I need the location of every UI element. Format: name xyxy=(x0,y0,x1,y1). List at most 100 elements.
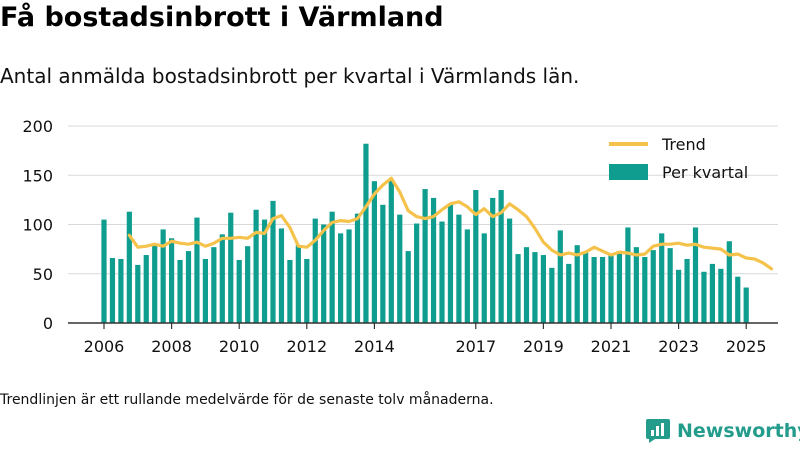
bar xyxy=(507,218,513,323)
chart: 0 50 100 150 200 2006 2008 2010 2012 2014 2017 201… xyxy=(22,117,778,356)
bar xyxy=(380,204,386,323)
bar xyxy=(118,258,124,323)
bar xyxy=(701,271,707,323)
bar xyxy=(422,189,428,323)
bar xyxy=(101,219,107,323)
bar xyxy=(245,246,251,323)
bar xyxy=(152,244,158,323)
bar xyxy=(523,247,530,323)
bar xyxy=(667,248,673,323)
bar xyxy=(295,245,301,323)
bar xyxy=(177,259,183,323)
bar xyxy=(329,211,335,323)
bar xyxy=(659,233,665,323)
x-tick-label: 2023 xyxy=(658,337,699,356)
bar xyxy=(498,190,504,323)
legend-bar-label: Per kvartal xyxy=(662,163,748,182)
bar xyxy=(439,221,445,323)
bar xyxy=(278,228,285,323)
bar xyxy=(211,247,217,323)
bar xyxy=(388,179,394,323)
bar xyxy=(405,251,411,323)
bar xyxy=(321,224,327,323)
bar xyxy=(456,214,462,323)
bar xyxy=(346,229,352,323)
bar xyxy=(447,204,454,323)
bar xyxy=(574,245,580,323)
bar xyxy=(490,197,496,323)
bar xyxy=(515,254,521,323)
bar xyxy=(363,143,369,323)
legend: Trend Per kvartal xyxy=(609,135,748,182)
bar xyxy=(676,269,682,323)
bar xyxy=(194,217,200,323)
bar xyxy=(397,214,403,323)
x-tick-label: 2025 xyxy=(726,337,767,356)
chart-title: Få bostadsinbrott i Värmland xyxy=(0,2,444,33)
bar xyxy=(253,209,259,323)
bar xyxy=(135,264,141,323)
bar xyxy=(532,252,538,323)
bar xyxy=(304,258,310,323)
x-tick-label: 2021 xyxy=(591,337,632,356)
trend-line xyxy=(127,176,774,271)
x-tick-label: 2006 xyxy=(84,337,125,356)
bar xyxy=(566,263,572,323)
chart-subtitle: Antal anmälda bostadsinbrott per kvartal… xyxy=(0,64,580,88)
bar xyxy=(354,213,361,323)
bar xyxy=(709,263,715,323)
x-tick-label: 2014 xyxy=(354,337,395,356)
bar xyxy=(202,258,208,323)
bar xyxy=(464,229,470,323)
trend-line-group xyxy=(127,176,774,271)
bar xyxy=(557,230,563,323)
y-tick-label: 100 xyxy=(22,216,53,235)
legend-trend-label: Trend xyxy=(661,135,706,154)
legend-bar-swatch xyxy=(609,164,648,180)
bar xyxy=(692,227,699,323)
bar xyxy=(608,255,614,323)
x-axis: 2006 2008 2010 2012 2014 2017 2019 2021 2023 2025 xyxy=(68,322,778,356)
bar xyxy=(371,181,377,323)
bar xyxy=(583,252,589,323)
bar xyxy=(591,257,597,323)
y-tick-label: 200 xyxy=(22,117,53,136)
bar xyxy=(287,259,293,323)
bar xyxy=(735,276,741,323)
x-tick-label: 2010 xyxy=(219,337,260,356)
bar xyxy=(642,257,648,323)
x-tick-label: 2012 xyxy=(286,337,327,356)
bar xyxy=(540,255,546,323)
y-tick-label: 0 xyxy=(43,314,53,333)
bar xyxy=(126,211,132,323)
bar xyxy=(228,212,234,323)
x-tick-label: 2019 xyxy=(523,337,564,356)
bar xyxy=(236,259,242,323)
bar xyxy=(143,255,149,323)
bar xyxy=(473,190,479,323)
bar xyxy=(219,234,225,323)
brand-logo: Newsworthy xyxy=(645,418,800,444)
x-tick-label: 2008 xyxy=(151,337,192,356)
bar xyxy=(743,287,749,323)
bars xyxy=(101,143,749,323)
bar xyxy=(169,238,175,323)
y-tick-label: 150 xyxy=(22,166,53,185)
y-tick-label: 50 xyxy=(33,265,53,284)
footnote: Trendlinjen är ett rullande medelvärde f… xyxy=(0,392,494,408)
bar xyxy=(414,223,420,323)
bar xyxy=(338,233,344,323)
bar xyxy=(616,252,623,323)
bar xyxy=(650,250,656,323)
bar xyxy=(160,229,166,323)
bar xyxy=(312,218,318,323)
bar xyxy=(270,200,276,323)
bar xyxy=(261,219,268,323)
bar xyxy=(599,257,606,323)
bar xyxy=(430,197,437,323)
bar xyxy=(481,233,487,323)
bar xyxy=(633,247,639,323)
bar xyxy=(549,267,555,323)
brand-name: Newsworthy xyxy=(677,420,800,442)
bar xyxy=(185,251,192,323)
